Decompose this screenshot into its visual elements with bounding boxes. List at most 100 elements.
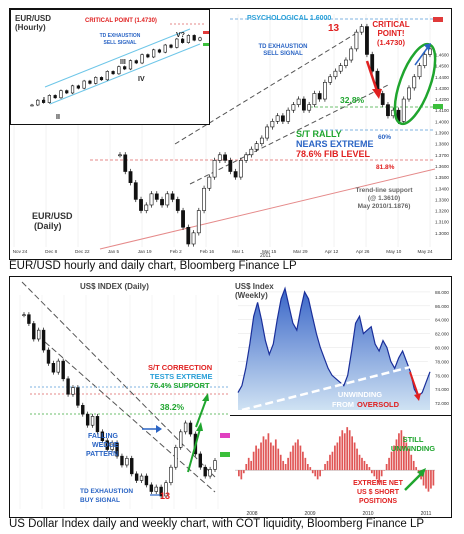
cot-bar <box>356 448 358 471</box>
eurusd-chart-panel: Nov 24 Dec 8 Dec 22 Jan 5 Jan 19 Feb 2 Feb 16 M… <box>9 8 452 260</box>
hourly-candle <box>186 35 191 43</box>
daily-candle <box>191 232 196 245</box>
cot-bar <box>368 467 371 471</box>
dxy-candle <box>134 473 139 481</box>
weekly-y-tick-label: 76.000 <box>435 373 449 378</box>
daily-candle <box>270 121 275 128</box>
hourly-candle <box>117 66 121 75</box>
cot-bar <box>304 457 307 471</box>
dxy-candle <box>51 363 56 373</box>
cot-x-tick-label: 2011 <box>421 511 432 517</box>
dxy-correction-2: TESTS EXTREME <box>150 372 213 381</box>
trend-support-label-2: (@ 1.3610) <box>368 195 400 202</box>
daily-y-tick-label: 1.4500 <box>435 64 449 69</box>
cot-bar <box>309 467 312 471</box>
dxy-candle <box>27 314 31 324</box>
td-count-label: 13 <box>328 23 340 34</box>
cot-bar <box>255 445 257 471</box>
daily-candle <box>202 187 206 211</box>
dxy-candle <box>149 484 154 492</box>
hourly-td-label-2: SELL SIGNAL <box>104 40 137 46</box>
fib-818-label: 81.8% <box>376 164 395 171</box>
top-caption: EUR/USD hourly and daily chart, Bloomber… <box>9 260 297 272</box>
daily-candle <box>212 160 217 178</box>
daily-candle <box>365 26 369 55</box>
daily-candle <box>344 59 348 66</box>
daily-candle <box>312 93 317 105</box>
dxy-candle <box>139 475 144 481</box>
cot-bar <box>388 457 390 471</box>
daily-y-tick-label: 1.4600 <box>435 52 449 57</box>
daily-candle <box>149 193 154 206</box>
dxy-candle <box>183 422 188 433</box>
cot-bar <box>363 460 366 471</box>
hourly-candle <box>152 49 156 58</box>
hourly-candle <box>65 90 69 94</box>
cot-bar <box>348 430 351 471</box>
daily-candle <box>328 76 333 83</box>
dxy-td-2: BUY SIGNAL <box>80 497 120 504</box>
cot-bar <box>292 445 294 471</box>
cot-bar <box>393 445 395 471</box>
dxy-candle <box>164 482 168 497</box>
cot-still-2: UNWINDING <box>391 444 435 453</box>
daily-y-tick-label: 1.4300 <box>435 86 449 91</box>
weekly-unwinding-3: OVERSOLD <box>357 400 400 409</box>
cot-bar <box>430 470 432 489</box>
daily-candle <box>154 193 159 200</box>
bottom-caption: US Dollar Index daily and weekly chart, … <box>9 518 425 530</box>
weekly-subtitle: (Weekly) <box>235 291 268 300</box>
dxy-candle <box>41 329 46 351</box>
daily-x-tick-label: May 24 <box>417 249 433 254</box>
hourly-candle <box>198 37 202 41</box>
dxy-candle <box>76 387 80 406</box>
daily-candle <box>370 54 375 72</box>
dxy-wedge-1: FALLING <box>88 433 118 440</box>
dxy-candle <box>105 440 109 450</box>
cot-x-axis: 2008 2009 2010 2011 <box>246 511 431 517</box>
dxy-candle <box>188 422 193 435</box>
cot-bar <box>245 464 248 471</box>
dxy-candle <box>32 323 36 340</box>
dxy-candle <box>110 442 114 450</box>
cot-x-tick-label: 2010 <box>362 511 373 517</box>
cot-bar <box>375 470 378 480</box>
dxy-candle <box>81 405 85 415</box>
daily-candle <box>307 104 312 111</box>
daily-candle <box>359 26 364 33</box>
cot-bar <box>250 460 253 471</box>
daily-x-tick-label: May 10 <box>386 249 402 254</box>
daily-candle <box>123 154 128 172</box>
weekly-y-tick-label: 78.000 <box>435 359 449 364</box>
cot-extreme-3: POSITIONS <box>359 498 397 505</box>
cot-bar <box>383 470 386 471</box>
cot-bar <box>274 439 277 471</box>
dxy-candle <box>90 416 95 426</box>
hourly-candle <box>70 85 75 94</box>
daily-candle <box>296 98 301 105</box>
hourly-candle <box>146 54 150 58</box>
cot-bar <box>407 448 410 471</box>
hourly-channel-lower <box>49 43 201 105</box>
daily-candle <box>196 210 201 234</box>
hourly-title: EUR/USD <box>15 14 51 23</box>
daily-y-tick-label: 1.3400 <box>435 186 449 191</box>
cot-bar <box>415 467 418 471</box>
daily-candle <box>207 176 212 189</box>
cot-bar <box>346 427 349 471</box>
weekly-red-arrow-head <box>414 393 421 401</box>
cot-x-tick-label: 2008 <box>246 511 257 517</box>
cot-bar <box>289 451 292 471</box>
cot-bar <box>343 433 346 471</box>
dxy-wedge-2: WEDGE <box>92 442 119 449</box>
daily-candle <box>275 115 280 122</box>
daily-candle <box>133 182 138 200</box>
cot-bar <box>287 457 289 471</box>
dxy-candle <box>169 466 173 483</box>
daily-year-label: 2011 <box>260 253 271 259</box>
daily-x-tick-label: Dec 22 <box>75 249 90 254</box>
daily-x-tick-label: Jan 19 <box>138 249 152 254</box>
daily-x-axis: Nov 24 Dec 8 Dec 22 Jan 5 Jan 19 Feb 2 Feb 16 M… <box>13 249 433 254</box>
daily-x-tick-label: Feb 16 <box>200 249 215 254</box>
daily-candle <box>244 154 249 161</box>
